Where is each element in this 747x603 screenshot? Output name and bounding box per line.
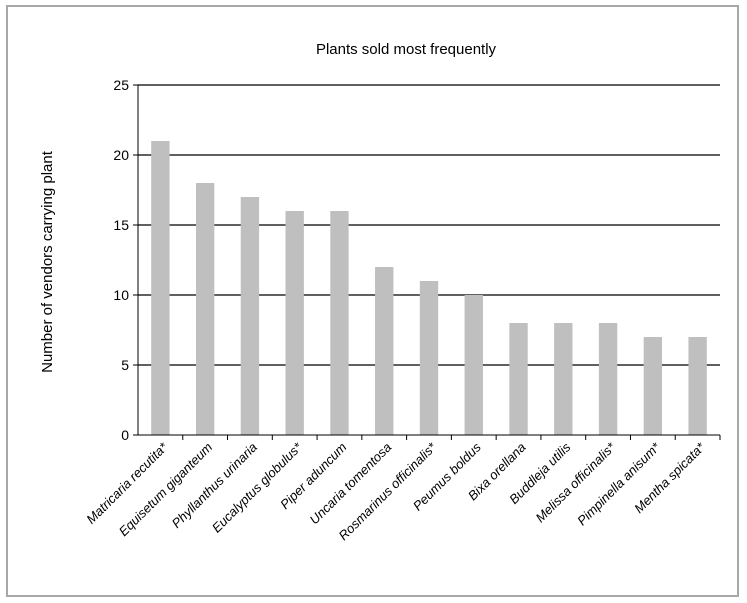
bar: [464, 295, 483, 435]
bar: [330, 211, 349, 435]
bar: [688, 337, 707, 435]
x-tick-label: Matricaria recutita*: [83, 439, 171, 527]
y-tick-label: 10: [113, 287, 129, 303]
y-tick-label: 5: [121, 357, 129, 373]
x-tick-label: Phyllanthus urinaria: [169, 440, 260, 531]
bar: [375, 267, 394, 435]
y-tick-labels: 0 5 10 15 20 25: [113, 77, 138, 443]
y-tick-label: 25: [113, 77, 129, 93]
bars: [151, 141, 707, 435]
bar: [151, 141, 170, 435]
chart-frame: [6, 5, 739, 597]
bar: [195, 183, 215, 435]
chart-title: Plants sold most frequently: [316, 41, 497, 58]
bar: [554, 323, 573, 435]
y-tick-label: 0: [121, 427, 129, 443]
x-tick-label: Pimpinella anisum*: [574, 439, 663, 528]
bar: [285, 211, 304, 435]
axes: [137, 85, 720, 436]
x-tick-labels: Matricaria recutita*Equisetum giganteumP…: [83, 435, 721, 543]
bar: [240, 197, 260, 435]
y-axis-label: Number of vendors carrying plant: [39, 150, 56, 373]
bar: [419, 281, 439, 435]
bar: [643, 337, 663, 435]
y-tick-label: 15: [113, 217, 129, 233]
y-tick-label: 20: [113, 147, 129, 163]
x-tick-label: Uncaria tomentosa: [307, 440, 395, 528]
bar: [598, 323, 618, 435]
x-tick-label: Melissa officinalis*: [532, 439, 618, 525]
bar: [509, 323, 528, 435]
